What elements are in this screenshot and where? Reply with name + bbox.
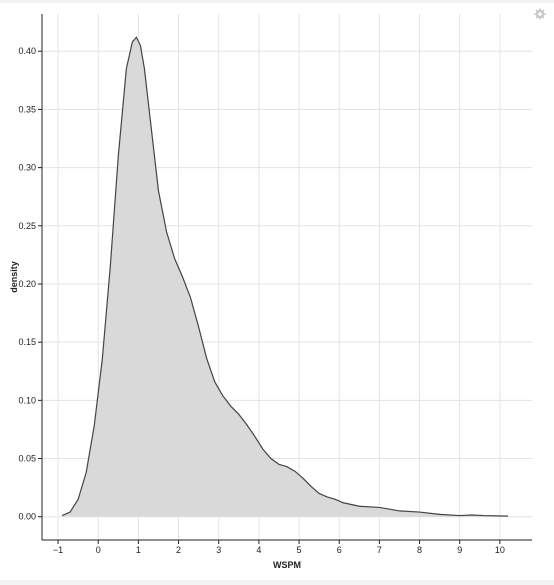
x-tick-label: 2 [176, 545, 181, 555]
x-tick-label: 3 [216, 545, 221, 555]
x-tick-label: 5 [297, 545, 302, 555]
x-tick-label: 4 [256, 545, 261, 555]
y-tick-label: 0.40 [18, 46, 36, 56]
y-tick-label: 0.00 [18, 512, 36, 522]
y-tick-label: 0.10 [18, 395, 36, 405]
y-tick-label: 0.30 [18, 163, 36, 173]
bottom-strip [0, 580, 554, 585]
x-tick-label: 1 [136, 545, 141, 555]
x-tick-label: 9 [457, 545, 462, 555]
y-tick-label: 0.20 [18, 279, 36, 289]
x-tick-label: 8 [417, 545, 422, 555]
y-axis-ticks: 0.00 0.05 0.10 0.15 0.20 0.25 0.30 0.35 0.40 [18, 46, 42, 522]
x-tick-label: 10 [495, 545, 505, 555]
axes [41, 14, 532, 541]
x-axis-label: WSPM [273, 560, 301, 570]
y-tick-label: 0.25 [18, 221, 36, 231]
x-tick-label: −1 [53, 545, 63, 555]
y-tick-label: 0.35 [18, 104, 36, 114]
x-axis-ticks: −1 0 1 2 3 4 5 6 7 8 9 10 [53, 540, 505, 555]
y-axis-label: density [9, 261, 19, 293]
y-tick-label: 0.15 [18, 337, 36, 347]
gear-icon[interactable] [534, 8, 546, 20]
x-tick-label: 0 [96, 545, 101, 555]
top-strip [0, 0, 554, 3]
x-tick-label: 6 [337, 545, 342, 555]
y-tick-label: 0.05 [18, 454, 36, 464]
density-line [61, 36, 508, 517]
x-tick-label: 7 [377, 545, 382, 555]
density-area [62, 37, 508, 517]
